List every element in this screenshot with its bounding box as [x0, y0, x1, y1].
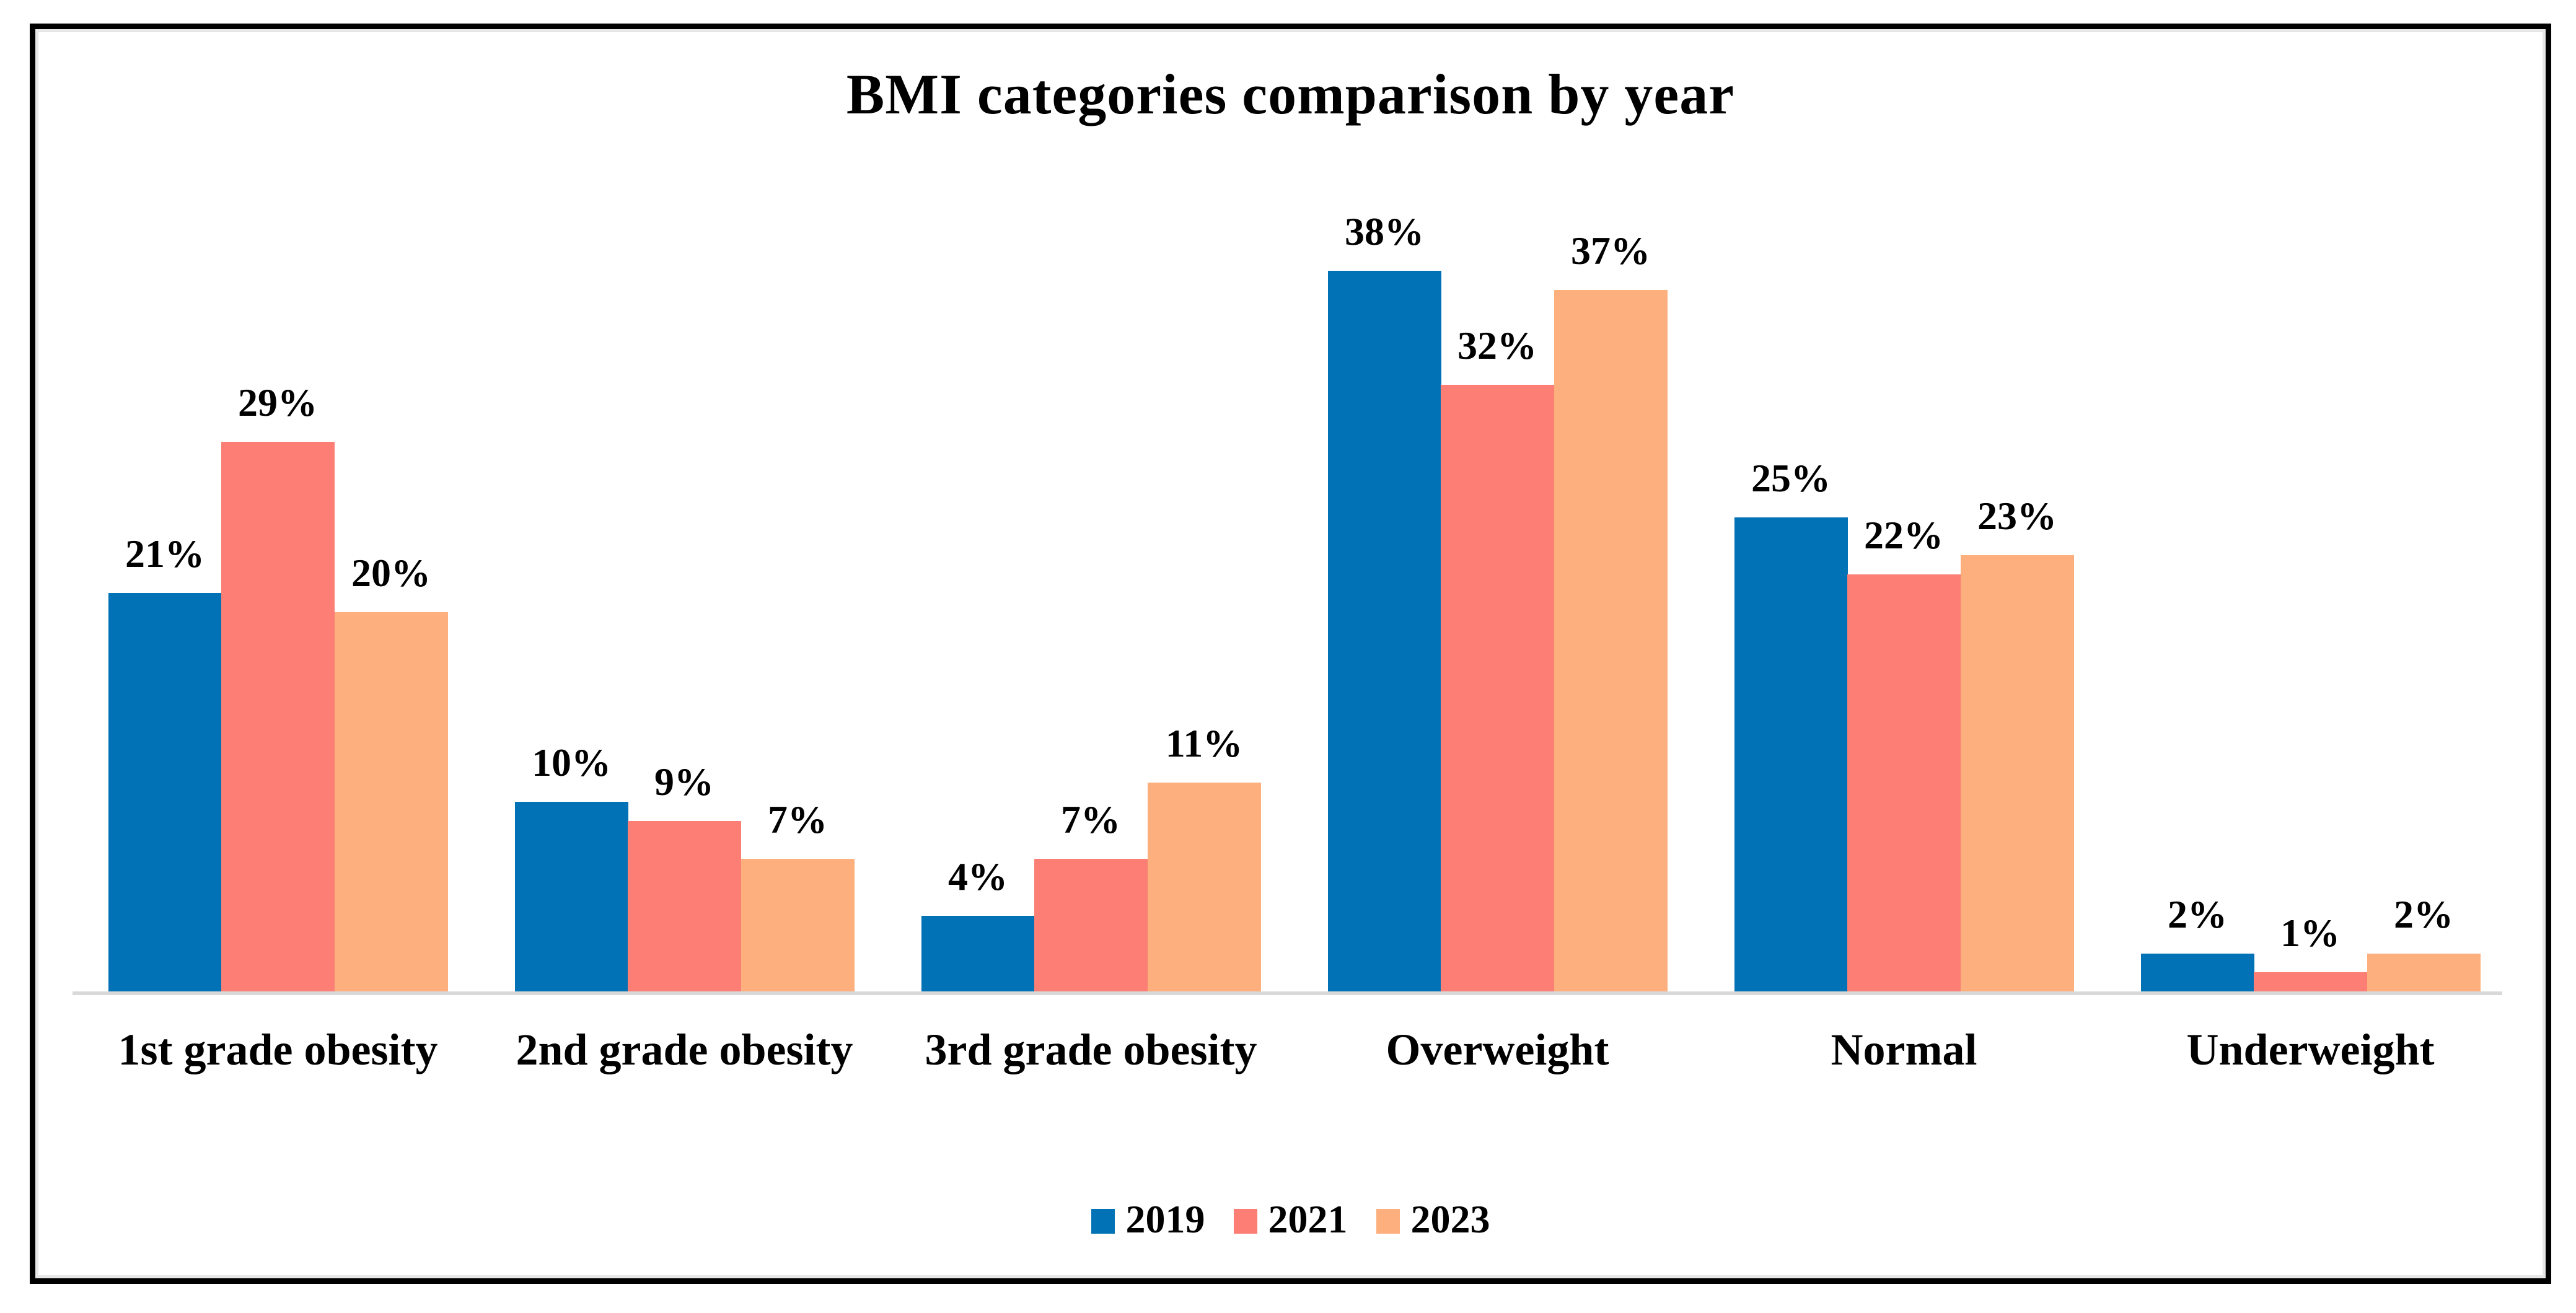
- bar-2021-1st-grade-obesity: [221, 442, 335, 991]
- bar-2019-overweight: [1328, 271, 1441, 991]
- bar-value-label-2019-normal: 25%: [1751, 456, 1831, 500]
- chart-title: BMI categories comparison by year: [846, 63, 1735, 126]
- bar-2019-normal: [1734, 517, 1848, 991]
- legend-item-2021: 2021: [1233, 1197, 1348, 1241]
- bar-value-label-2021-2nd-grade-obesity: 9%: [654, 760, 714, 804]
- legend-swatch-2019: [1091, 1209, 1115, 1234]
- bar-2023-underweight: [2367, 954, 2481, 991]
- bar-2019-3rd-grade-obesity: [921, 916, 1035, 991]
- bar-2019-1st-grade-obesity: [108, 593, 222, 991]
- legend-item-2019: 2019: [1091, 1198, 1205, 1241]
- bar-2023-1st-grade-obesity: [335, 612, 448, 991]
- bar-value-label-2021-overweight: 32%: [1457, 323, 1537, 367]
- bar-2021-normal: [1847, 574, 1961, 991]
- bar-2021-overweight: [1441, 385, 1554, 991]
- category-label-normal: Normal: [1831, 1025, 1977, 1074]
- bar-value-label-2019-3rd-grade-obesity: 4%: [948, 854, 1008, 898]
- bar-value-label-2023-2nd-grade-obesity: 7%: [768, 797, 827, 841]
- bar-2021-3rd-grade-obesity: [1034, 859, 1148, 991]
- bar-2019-2nd-grade-obesity: [515, 802, 628, 991]
- bar-value-label-2019-underweight: 2%: [2168, 892, 2227, 936]
- bar-2023-normal: [1961, 555, 2074, 991]
- category-label-1st-grade-obesity: 1st grade obesity: [118, 1025, 438, 1074]
- bar-value-label-2021-normal: 22%: [1864, 513, 1943, 557]
- bar-value-label-2023-3rd-grade-obesity: 11%: [1165, 721, 1243, 765]
- bar-value-label-2021-underweight: 1%: [2280, 911, 2340, 955]
- legend-label-2019: 2019: [1125, 1197, 1205, 1241]
- legend-item-2023: 2023: [1376, 1198, 1490, 1241]
- plot-area: 21% 29% 20% 1st grade obesity 10% 9% 7% 2nd gra…: [35, 29, 2546, 1278]
- bar-value-label-2019-overweight: 38%: [1345, 209, 1424, 253]
- bar-2023-overweight: [1554, 290, 1668, 991]
- bar-2023-2nd-grade-obesity: [741, 859, 855, 991]
- category-label-3rd-grade-obesity: 3rd grade obesity: [925, 1025, 1257, 1074]
- bar-2019-underweight: [2141, 954, 2254, 991]
- bar-value-label-2023-1st-grade-obesity: 20%: [351, 551, 431, 595]
- legend-swatch-2021: [1233, 1209, 1257, 1234]
- category-label-overweight: Overweight: [1386, 1025, 1609, 1074]
- bar-value-label-2023-overweight: 37%: [1571, 229, 1650, 273]
- legend: 2019 2021 2023: [35, 1198, 2546, 1241]
- bar-value-label-2023-underweight: 2%: [2394, 892, 2453, 936]
- x-axis-baseline: [73, 991, 2502, 995]
- legend-label-2021: 2021: [1268, 1197, 1348, 1241]
- chart-container: BMI categories comparison by year 21% 29%…: [30, 24, 2551, 1284]
- bar-2023-3rd-grade-obesity: [1148, 783, 1261, 991]
- bar-value-label-2021-1st-grade-obesity: 29%: [238, 380, 317, 424]
- legend-swatch-2023: [1376, 1209, 1400, 1234]
- bar-value-label-2019-1st-grade-obesity: 21%: [125, 532, 204, 576]
- category-label-2nd-grade-obesity: 2nd grade obesity: [516, 1025, 853, 1074]
- bar-value-label-2023-normal: 23%: [1977, 494, 2057, 538]
- bar-value-label-2019-2nd-grade-obesity: 10%: [532, 740, 611, 784]
- bar-2021-underweight: [2254, 972, 2367, 991]
- category-label-underweight: Underweight: [2186, 1025, 2435, 1074]
- legend-label-2023: 2023: [1410, 1197, 1490, 1241]
- bar-2021-2nd-grade-obesity: [628, 821, 741, 991]
- bar-value-label-2021-3rd-grade-obesity: 7%: [1061, 797, 1120, 841]
